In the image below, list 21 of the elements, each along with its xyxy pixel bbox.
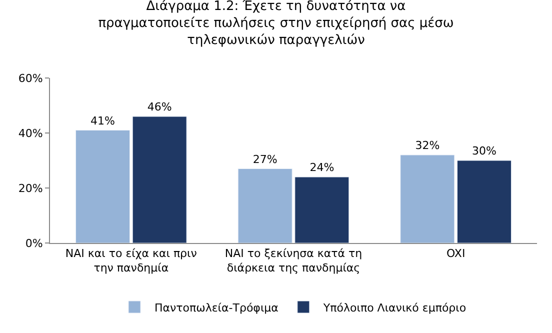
legend-label: Παντοπωλεία-Τρόφιμα [154, 301, 278, 314]
data-label: 46% [147, 100, 172, 114]
bar [76, 130, 130, 243]
y-tick-label: 0% [25, 236, 43, 250]
data-label: 27% [252, 152, 278, 166]
y-tick-label: 60% [18, 72, 43, 85]
y-tick-label: 40% [18, 126, 43, 140]
bar [238, 168, 292, 243]
bar [132, 116, 187, 243]
x-tick-label: NAI το ξεκίνησα κατά τη διάρκεια της πανδημίας [224, 247, 362, 274]
y-tick-label: 20% [18, 182, 43, 195]
data-label: 32% [415, 139, 440, 152]
legend-label: Υπόλοιπο Λιανικό εμπόριο [322, 301, 466, 314]
bar [294, 176, 350, 243]
bar [457, 160, 512, 243]
x-tick-label: OXI [446, 247, 466, 260]
bar [400, 154, 455, 243]
data-label: 30% [472, 144, 496, 158]
x-tick-label: NAI και το είχα και πριν την πανδημία [65, 247, 197, 274]
data-label: 24% [310, 161, 334, 174]
data-label: 41% [90, 114, 115, 128]
